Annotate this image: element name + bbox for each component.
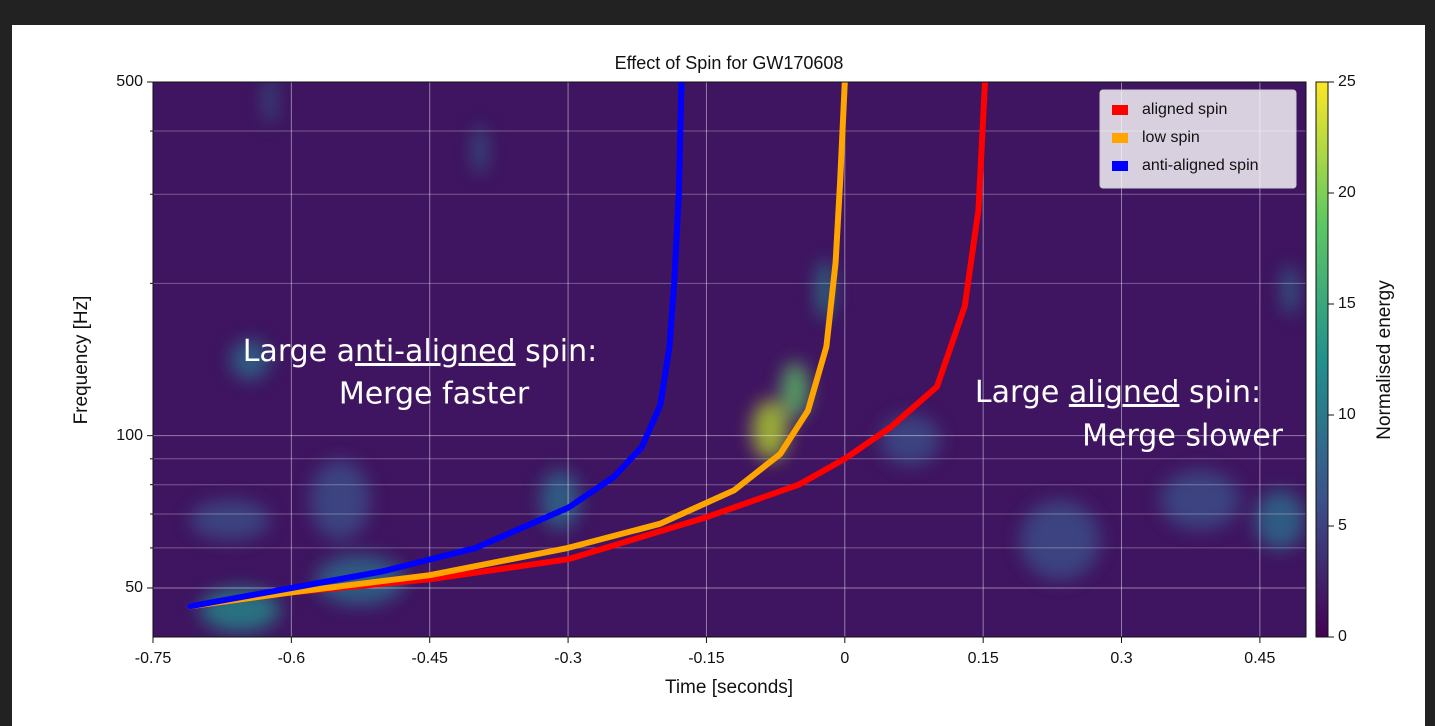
x-tick-label: 0.15 (968, 650, 999, 667)
annotation-line2: Merge slower (1082, 419, 1283, 454)
x-tick-label: 0 (840, 650, 849, 667)
spectrogram-texture (190, 82, 1305, 632)
colorbar (1315, 81, 1329, 638)
x-tick-label: 0.3 (1110, 650, 1132, 667)
annotation-line2: Merge faster (339, 377, 530, 412)
legend-swatch (1112, 105, 1128, 115)
colorbar-tick-label: 20 (1338, 184, 1356, 201)
y-tick-label: 100 (116, 427, 143, 444)
legend-label: anti-aligned spin (1142, 157, 1259, 174)
series-lines (186, 82, 988, 610)
series-line (186, 82, 988, 610)
plot-frame (152, 81, 1307, 638)
y-tick-label: 50 (125, 579, 143, 596)
series-line (186, 82, 848, 610)
series-line (186, 82, 685, 610)
annotation-emphasis: nti-aligned (355, 334, 516, 369)
annotation-after: spin: (1179, 375, 1261, 410)
y-tick-label: 500 (116, 73, 143, 90)
colorbar-tick-label: 0 (1338, 628, 1347, 645)
x-axis-label: Time [seconds] (665, 677, 793, 698)
y-axis-label: Frequency [Hz] (71, 296, 92, 425)
x-tick-label: -0.75 (135, 650, 172, 667)
annotation-before: Large (975, 375, 1069, 410)
x-tick-label: 0.45 (1244, 650, 1275, 667)
legend-label: low spin (1142, 129, 1200, 146)
annotations: Large anti-aligned spin: Merge faster Larg… (243, 334, 1284, 454)
annotation: Large anti-aligned spin: (243, 334, 598, 369)
colorbar-tick-label: 5 (1338, 517, 1347, 534)
x-tick-label: -0.45 (411, 650, 448, 667)
colorbar-tick-label: 25 (1338, 73, 1356, 90)
x-tick-label: -0.15 (688, 650, 725, 667)
legend: aligned spin low spin anti-aligned spin (1099, 89, 1297, 189)
colorbar-tick-label: 15 (1338, 295, 1356, 312)
legend-box (1099, 89, 1297, 189)
chart-title: Effect of Spin for GW170608 (615, 53, 844, 73)
legend-swatch (1112, 161, 1128, 171)
x-tick-label: -0.6 (278, 650, 306, 667)
legend-label: aligned spin (1142, 101, 1227, 118)
annotation-before: Large a (243, 334, 355, 369)
colorbar-label: Normalised energy (1374, 280, 1395, 440)
annotation: Large aligned spin: (975, 375, 1261, 410)
colorbar-tick-label: 10 (1338, 406, 1356, 423)
legend-swatch (1112, 133, 1128, 143)
x-tick-label: -0.3 (554, 650, 582, 667)
annotation-after: spin: (516, 334, 598, 369)
annotation-emphasis: aligned (1069, 375, 1180, 410)
